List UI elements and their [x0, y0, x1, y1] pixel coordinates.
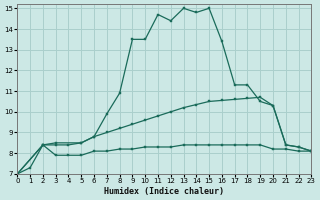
X-axis label: Humidex (Indice chaleur): Humidex (Indice chaleur)	[104, 187, 224, 196]
